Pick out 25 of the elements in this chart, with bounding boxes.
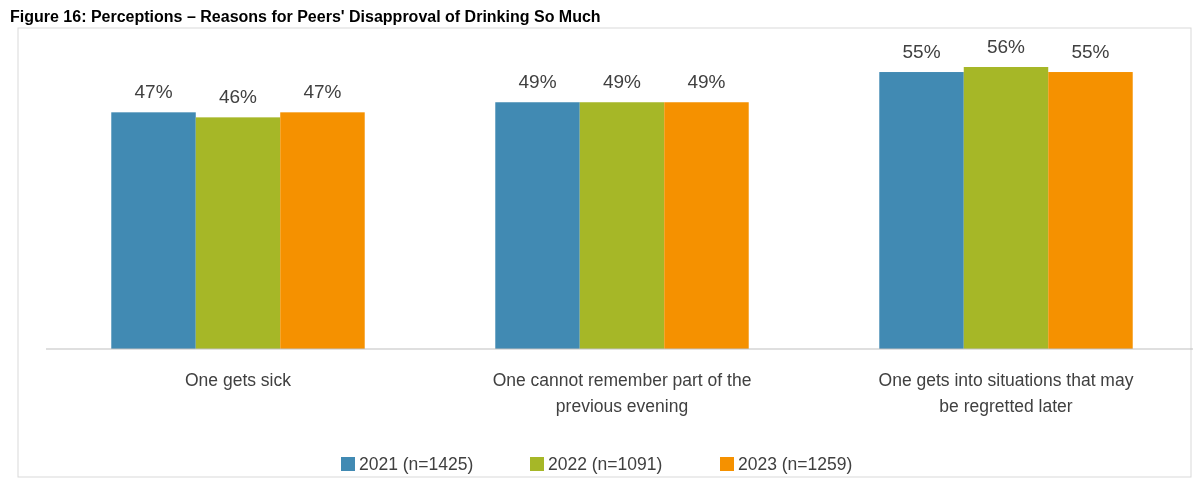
bar [579,102,665,349]
x-tick-label: One cannot remember part of the previous evening [492,370,752,416]
bar [664,102,749,349]
data-label: 46% [218,86,258,108]
data-label: 49% [518,71,557,93]
chart-title: Figure 16: Perceptions – Reasons for Peers' Disapproval of Drinking So Much [10,8,601,25]
x-tick-label: One gets sick [184,370,292,390]
data-label: 49% [687,71,726,93]
data-label: 56% [986,36,1026,57]
legend-label: 2022 (n=1091) [548,454,663,474]
data-label: 47% [134,81,173,103]
bar [195,117,281,349]
bar [111,112,196,349]
x-tick-label: One gets into situations that may be regretted later [878,370,1134,416]
data-label: 55% [1071,41,1110,63]
bar [495,102,580,349]
bar [963,67,1049,349]
data-label: 47% [303,81,342,103]
legend-label: 2021 (n=1425) [359,454,474,474]
data-label: 49% [602,71,642,93]
bar [280,112,365,349]
bar [879,72,964,349]
legend-label: 2023 (n=1259) [738,454,853,474]
bar [1048,72,1133,349]
data-label: 55% [902,41,941,63]
